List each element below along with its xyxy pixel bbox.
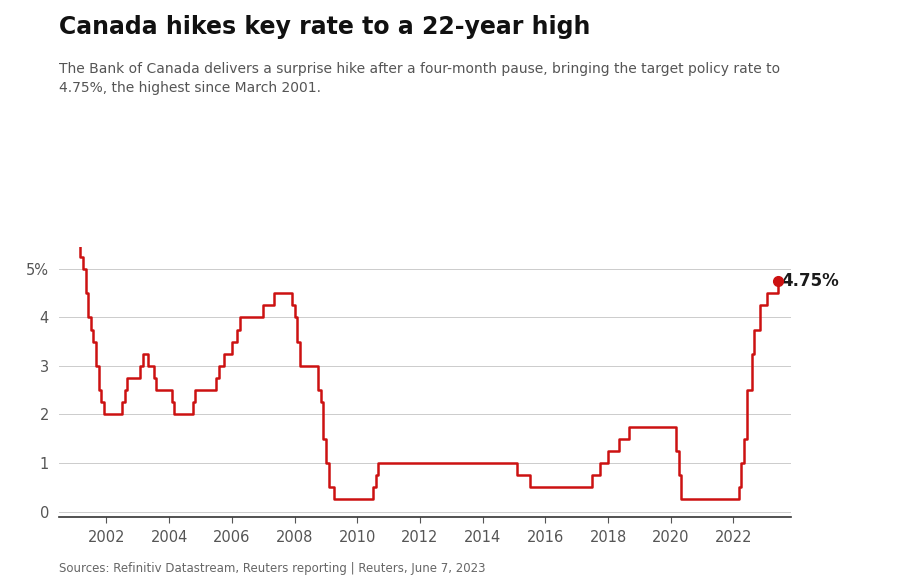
Text: 4.75%: 4.75% [781, 272, 839, 290]
Text: Sources: Refinitiv Datastream, Reuters reporting | Reuters, June 7, 2023: Sources: Refinitiv Datastream, Reuters r… [59, 562, 486, 575]
Text: Canada hikes key rate to a 22-year high: Canada hikes key rate to a 22-year high [59, 15, 591, 39]
Text: The Bank of Canada delivers a surprise hike after a four-month pause, bringing t: The Bank of Canada delivers a surprise h… [59, 62, 780, 95]
